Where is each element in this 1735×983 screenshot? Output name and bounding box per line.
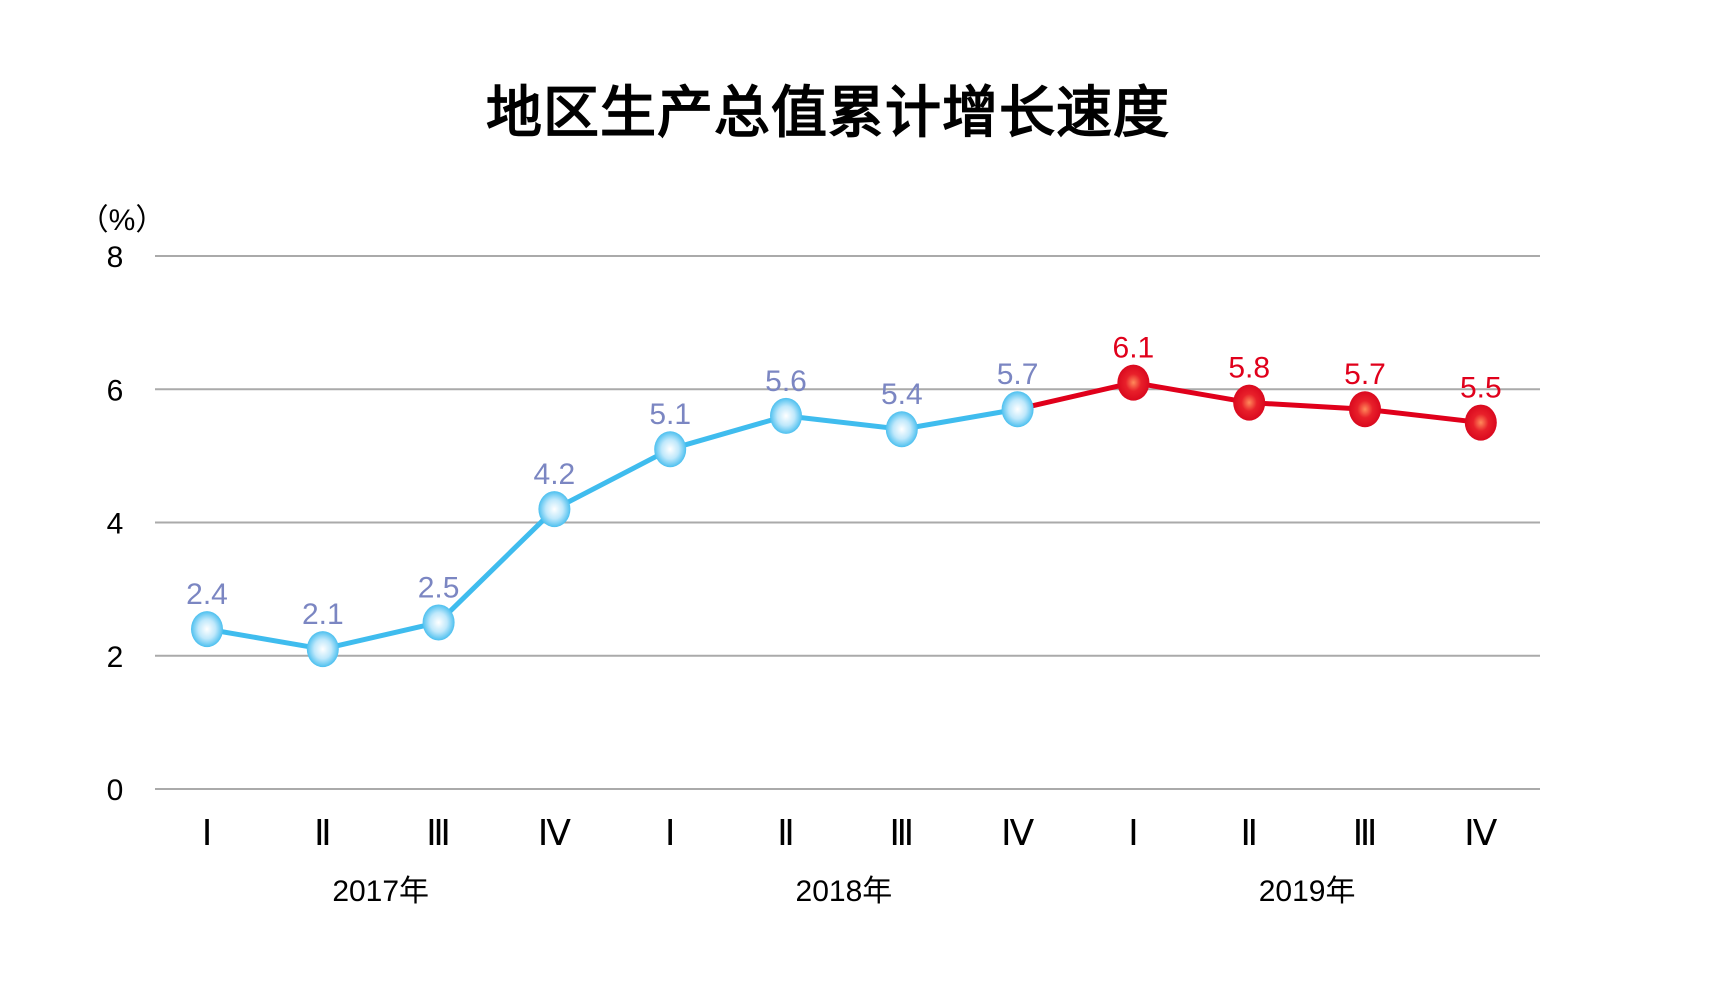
data-label: 5.6 <box>765 365 807 398</box>
y-axis-unit: （%） <box>79 204 166 237</box>
data-point <box>1349 391 1381 428</box>
x-tick-label: Ⅳ <box>1001 813 1034 853</box>
data-point <box>1117 364 1150 401</box>
data-label: 2.5 <box>418 571 460 604</box>
data-label: 2.4 <box>186 578 228 611</box>
series-segment <box>1246 400 1368 412</box>
data-label: 6.1 <box>1113 332 1155 365</box>
x-tick-label: Ⅲ <box>426 813 451 853</box>
series-segment <box>320 619 442 652</box>
y-tick-label: 2 <box>107 641 124 674</box>
x-tick-label: Ⅳ <box>1464 813 1497 853</box>
x-group-label: 2017年 <box>332 875 429 908</box>
y-tick-label: 0 <box>107 774 124 807</box>
data-point <box>654 431 687 468</box>
x-tick-label: Ⅰ <box>1128 813 1139 853</box>
data-point <box>885 411 918 448</box>
x-tick-label: Ⅰ <box>202 813 213 853</box>
data-point <box>770 397 802 434</box>
x-tick-label: Ⅱ <box>777 813 795 853</box>
data-point <box>1233 384 1266 421</box>
data-label: 5.5 <box>1460 372 1502 405</box>
series-segment <box>667 413 789 452</box>
x-tick-label: Ⅰ <box>665 813 676 853</box>
data-point <box>1001 391 1034 428</box>
data-point <box>422 604 455 641</box>
x-tick-label: Ⅱ <box>1240 813 1258 853</box>
x-group-label: 2018年 <box>796 875 893 908</box>
data-point <box>191 611 223 648</box>
series-segment <box>1130 380 1252 406</box>
chart-title: 地区生产总值累计增长速度 <box>486 80 1170 146</box>
data-label: 5.7 <box>1344 358 1386 391</box>
y-tick-label: 4 <box>107 508 124 541</box>
x-tick-label: Ⅲ <box>1353 813 1378 853</box>
data-label: 5.8 <box>1228 352 1270 385</box>
data-label: 5.1 <box>649 398 691 431</box>
series-segment <box>551 446 673 512</box>
data-label: 5.4 <box>881 378 923 411</box>
y-tick-label: 8 <box>107 241 124 274</box>
data-point <box>538 491 571 528</box>
series-segment <box>204 626 326 652</box>
data-point <box>306 631 339 668</box>
data-label: 2.1 <box>302 598 344 631</box>
series-segment <box>436 506 557 625</box>
x-tick-label: Ⅳ <box>538 813 571 853</box>
y-tick-label: 6 <box>107 374 124 407</box>
data-label: 5.7 <box>997 358 1039 391</box>
x-tick-label: Ⅱ <box>314 813 332 853</box>
series-segment <box>1362 406 1484 426</box>
x-group-label: 2019年 <box>1259 875 1356 908</box>
series-segment <box>783 413 905 432</box>
x-tick-label: Ⅲ <box>889 813 914 853</box>
series-segment <box>899 406 1021 432</box>
data-label: 4.2 <box>534 458 576 491</box>
data-point <box>1464 404 1497 441</box>
series-segment <box>1015 380 1136 412</box>
